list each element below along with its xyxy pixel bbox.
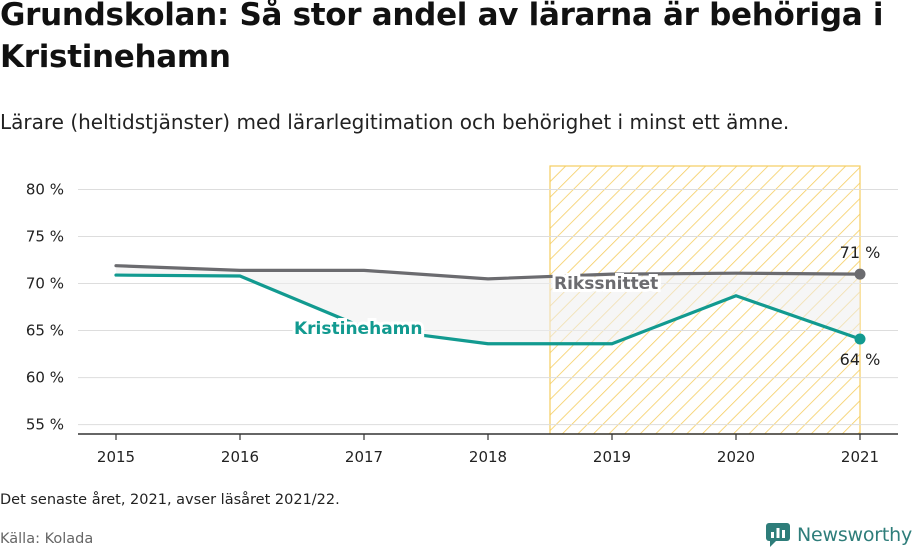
y-tick-label: 80 % [26,181,64,199]
newsworthy-logo-icon [766,523,790,547]
series-line-kristinehamn [114,273,862,346]
brand-name: Newsworthy [797,524,913,546]
x-tick-label: 2016 [221,448,259,466]
chart-source: Källa: Kolada [0,531,94,547]
series-label-riksgenomsnitt: Rikssnittet [554,274,658,294]
y-tick-label: 75 % [26,228,64,246]
y-tick-label: 70 % [26,275,64,293]
x-tick-label: 2020 [717,448,755,466]
line-chart: 55 % 60 % 65 % 70 % 75 % 80 % 2015 2016 2017 201… [26,165,898,466]
x-tick-label: 2017 [345,448,383,466]
end-value-label: 71 % [840,243,881,262]
y-tick-label: 60 % [26,369,64,387]
x-tick-label: 2019 [593,448,631,466]
series-endpoint [854,268,866,280]
chart-subtitle: Lärare (heltidstjänster) med lärarlegiti… [0,110,790,134]
series-line-riksgenomsnitt [114,264,862,281]
series-label-kristinehamn: Kristinehamn [294,319,422,339]
gap-area [116,265,860,344]
chart-title: Grundskolan: Så stor andel av lärarna är… [0,0,884,75]
chart-footnote: Det senaste året, 2021, avser läsåret 20… [0,492,340,508]
y-tick-label: 65 % [26,322,64,340]
newsworthy-brand[interactable]: Newsworthy [765,519,912,551]
series-endpoint [854,333,866,345]
x-tick-label: 2021 [841,448,879,466]
y-tick-label: 55 % [26,416,64,434]
x-tick-label: 2018 [469,448,507,466]
end-value-label: 64 % [840,350,881,369]
x-tick-label: 2015 [97,448,135,466]
